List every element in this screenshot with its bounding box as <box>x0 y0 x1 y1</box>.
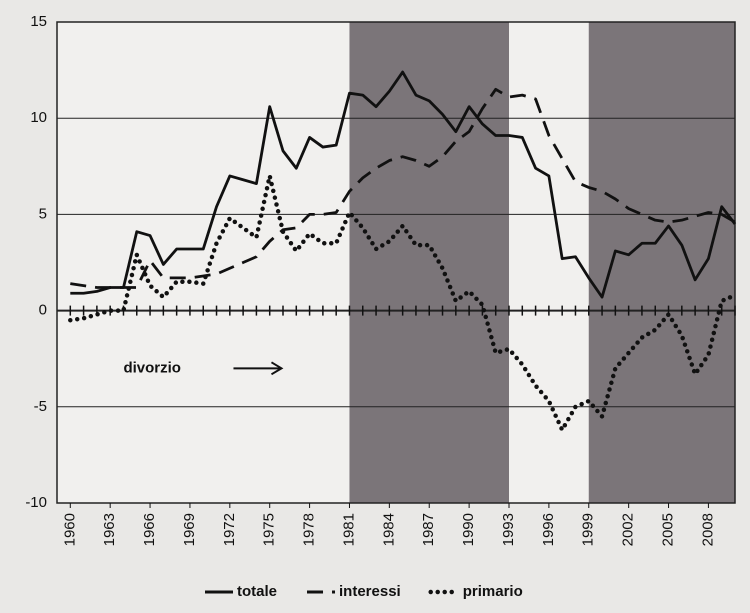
annotation: divorzio <box>123 359 181 376</box>
x-tick-label: 1960 <box>61 513 78 546</box>
line-dashed <box>70 87 736 289</box>
legend-label: totale <box>237 583 277 600</box>
legend-label: interessi <box>339 583 401 600</box>
x-tick-label: 1996 <box>540 513 557 546</box>
y-tick-label: 5 <box>39 205 47 222</box>
x-tick-label: 1990 <box>460 513 477 546</box>
x-tick-label: 1999 <box>580 513 597 546</box>
x-tick-label: 2005 <box>659 513 676 546</box>
x-tick-label: 1972 <box>221 513 238 546</box>
annotation-arrowhead <box>270 361 284 376</box>
x-tick-label: 1975 <box>261 513 278 546</box>
y-tick-label: 15 <box>30 13 47 30</box>
x-tick-label: 1966 <box>141 513 158 546</box>
line-dotted <box>68 173 738 433</box>
legend-label: primario <box>463 583 523 600</box>
plot-border <box>56 21 736 504</box>
x-tick-label: 1987 <box>420 513 437 546</box>
x-tick-label: 2008 <box>699 513 716 546</box>
x-tick-label: 1984 <box>380 513 397 546</box>
y-tick-label: -10 <box>25 494 47 511</box>
x-tick-label: 1978 <box>301 513 318 546</box>
x-tick-label: 2002 <box>620 513 637 546</box>
y-tick-label: -5 <box>34 398 47 415</box>
shaded-region <box>349 22 509 503</box>
x-tick-label: 1981 <box>340 513 357 546</box>
x-tick-label: 1993 <box>500 513 517 546</box>
y-tick-label: 10 <box>30 109 47 126</box>
x-tick-label: 1963 <box>101 513 118 546</box>
x-tick-label: 1969 <box>181 513 198 546</box>
y-tick-label: 0 <box>39 302 47 319</box>
line-solid <box>70 70 737 299</box>
